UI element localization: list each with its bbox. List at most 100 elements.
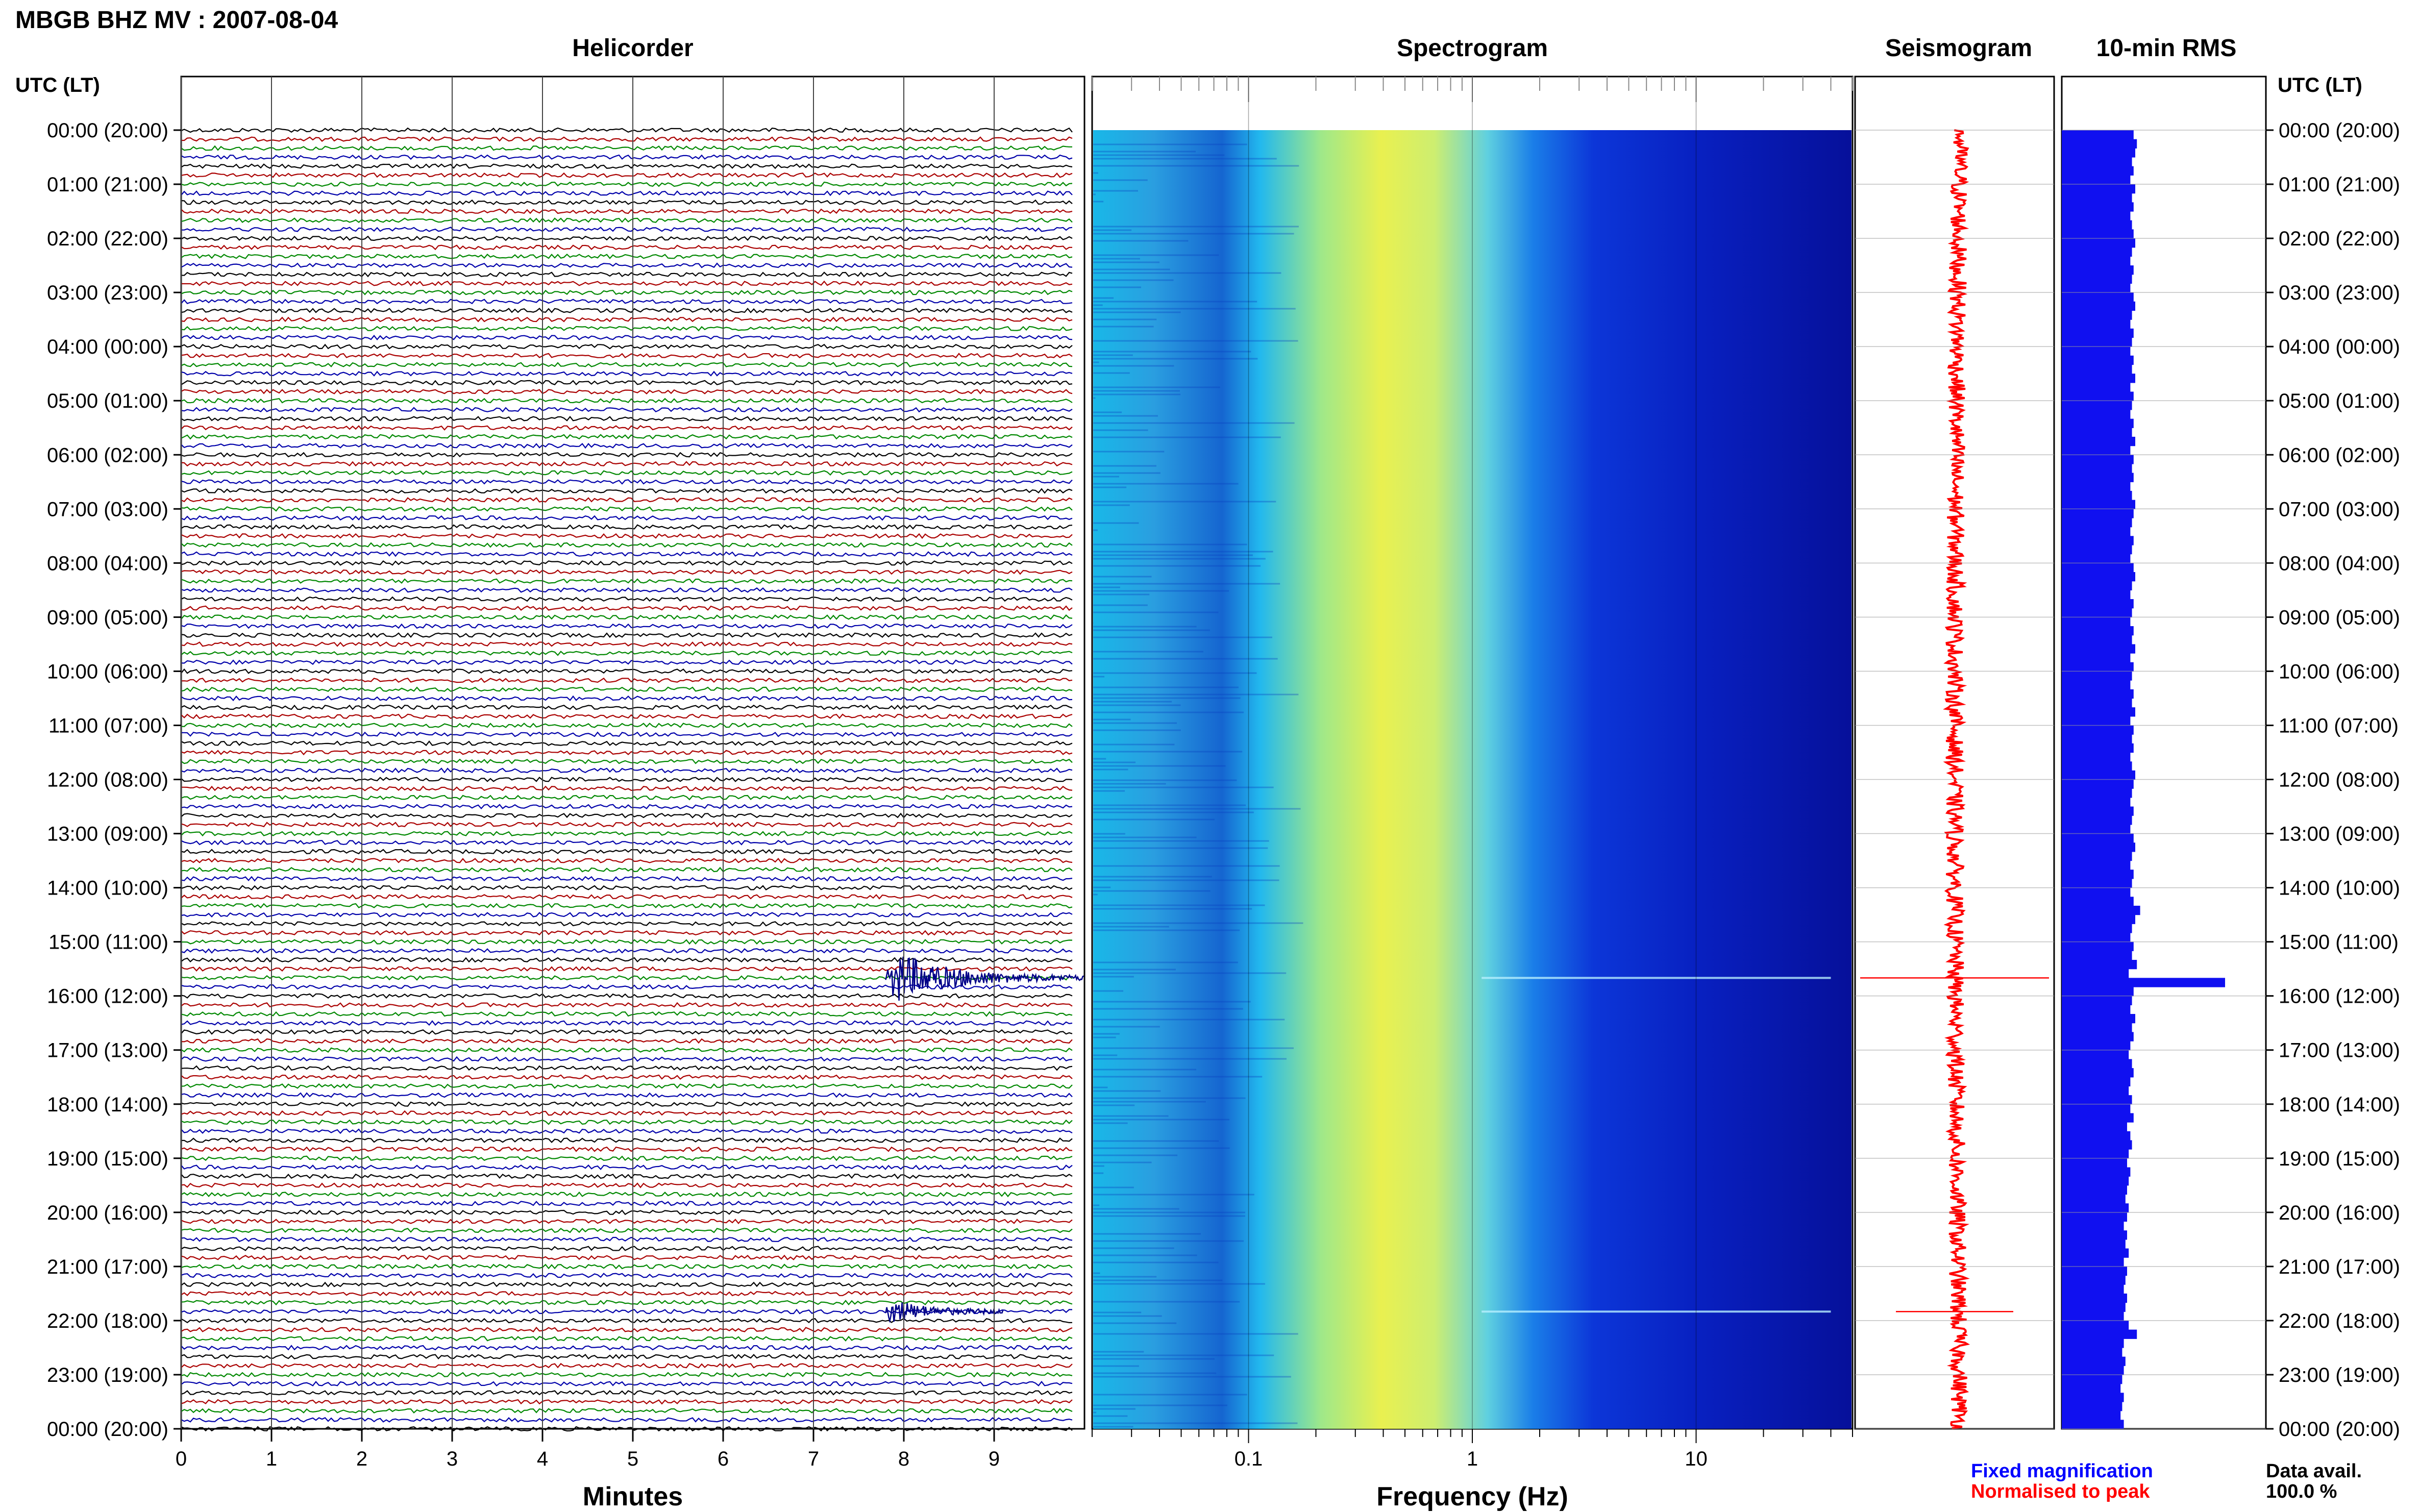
- time-tick-label-right: 15:00 (11:00): [2279, 931, 2399, 954]
- rms-bar: [2062, 626, 2134, 636]
- time-tick-label-right: 19:00 (15:00): [2279, 1148, 2400, 1170]
- rms-bar: [2062, 500, 2135, 509]
- time-tick-label-left: 16:00 (12:00): [47, 985, 168, 1008]
- minute-tick-label: 9: [989, 1448, 1000, 1470]
- time-tick-label-right: 03:00 (23:00): [2279, 282, 2400, 304]
- time-tick-label-right: 14:00 (10:00): [2279, 877, 2400, 900]
- rms-bar: [2062, 509, 2134, 518]
- time-tick-label-left: 05:00 (01:00): [47, 390, 168, 412]
- panel-title-spectrogram: Spectrogram: [1397, 35, 1548, 62]
- time-tick-label-left: 10:00 (06:00): [47, 660, 168, 683]
- minute-tick-label: 8: [898, 1448, 909, 1470]
- time-tick-label-left: 17:00 (13:00): [47, 1039, 168, 1062]
- rms-bar: [2062, 978, 2225, 987]
- time-tick-label-left: 20:00 (16:00): [47, 1202, 168, 1224]
- rms-bar: [2062, 301, 2135, 311]
- time-tick-label-right: 00:00 (20:00): [2279, 1418, 2400, 1441]
- time-tick-label-right: 17:00 (13:00): [2279, 1039, 2400, 1062]
- time-tick-label-right: 01:00 (21:00): [2279, 173, 2400, 196]
- time-axis-label-left: UTC (LT): [15, 74, 100, 96]
- minute-tick-label: 2: [356, 1448, 367, 1470]
- rms-bar: [2062, 1320, 2129, 1330]
- rms-bar: [2062, 202, 2134, 212]
- helicorder-event: [885, 956, 1084, 1001]
- rms-bar: [2062, 725, 2134, 735]
- rms-bar: [2062, 1356, 2126, 1366]
- time-tick-label-left: 14:00 (10:00): [47, 877, 168, 900]
- data-avail-label: Data avail.: [2266, 1460, 2362, 1482]
- time-tick-label-right: 16:00 (12:00): [2279, 985, 2400, 1008]
- rms-bar: [2062, 1077, 2131, 1086]
- time-tick-label-left: 12:00 (08:00): [47, 769, 168, 791]
- rms-bar: [2062, 1239, 2126, 1249]
- rms-bar: [2062, 842, 2135, 852]
- seismogram-panel: [1854, 76, 2055, 1430]
- time-tick-label-left: 21:00 (17:00): [47, 1256, 168, 1278]
- minute-tick-label: 4: [537, 1448, 548, 1470]
- rms-bar: [2062, 1402, 2122, 1411]
- rms-bar: [2062, 391, 2134, 401]
- rms-bar: [2062, 139, 2137, 148]
- rms-bar: [2062, 779, 2134, 789]
- rms-bar: [2062, 996, 2132, 1005]
- rms-bar: [2062, 1383, 2121, 1393]
- minutes-axis-label: Minutes: [583, 1482, 683, 1511]
- rms-bar: [2062, 1104, 2131, 1114]
- rms-bar: [2062, 1176, 2129, 1186]
- rms-bar: [2062, 1167, 2131, 1177]
- rms-bar: [2062, 563, 2134, 573]
- rms-bar: [2062, 283, 2131, 293]
- rms-bar: [2062, 274, 2132, 284]
- rms-bar: [2062, 743, 2134, 753]
- rms-bar: [2062, 1149, 2129, 1159]
- rms-bar: [2062, 933, 2131, 943]
- rms-bar: [2062, 1347, 2122, 1357]
- rms-bar: [2062, 247, 2132, 257]
- rms-bar: [2062, 482, 2131, 491]
- rms-bar: [2062, 1366, 2124, 1375]
- rms-bar: [2062, 761, 2132, 771]
- rms-bar: [2062, 1158, 2127, 1168]
- minute-tick-label: 1: [266, 1448, 277, 1470]
- rms-bar: [2062, 1275, 2126, 1285]
- rms-bar: [2062, 815, 2132, 825]
- page-title: MBGB BHZ MV : 2007-08-04: [15, 7, 338, 34]
- rms-bar: [2062, 1005, 2131, 1014]
- rms-bar: [2062, 1339, 2124, 1348]
- rms-bar: [2062, 878, 2132, 888]
- time-tick-label-left: 13:00 (09:00): [47, 823, 168, 846]
- time-tick-label-right: 20:00 (16:00): [2279, 1202, 2400, 1224]
- x-axis-ticks: 0 1 2 3 4 5 6 7 8 9 0.1 1 10: [176, 1429, 1708, 1470]
- rms-bar: [2062, 833, 2134, 843]
- rms-bar: [2062, 175, 2131, 185]
- time-tick-label-left: 02:00 (22:00): [47, 228, 168, 250]
- time-tick-label-right: 04:00 (00:00): [2279, 336, 2400, 358]
- rms-bar: [2062, 635, 2132, 645]
- frequency-tick-label: 10: [1685, 1448, 1708, 1470]
- rms-bar: [2062, 518, 2132, 528]
- rms-bar: [2062, 355, 2134, 365]
- rms-bar: [2062, 707, 2135, 717]
- rms-bar: [2062, 1230, 2127, 1240]
- rms-bar: [2062, 1420, 2124, 1429]
- rms-bar: [2062, 310, 2132, 320]
- rms-bar: [2062, 951, 2132, 960]
- rms-bar: [2062, 1284, 2124, 1294]
- panel-title-seismogram: Seismogram: [1885, 35, 2032, 62]
- time-tick-label-right: 08:00 (04:00): [2279, 552, 2400, 575]
- rms-bar: [2062, 960, 2137, 970]
- frequency-tick-label: 1: [1467, 1448, 1478, 1470]
- time-tick-label-right: 02:00 (22:00): [2279, 228, 2400, 250]
- rms-bar: [2062, 1023, 2132, 1032]
- rms-bar: [2062, 1032, 2134, 1042]
- rms-bar: [2062, 671, 2132, 681]
- time-tick-label-left: 04:00 (00:00): [47, 336, 168, 358]
- rms-bar: [2062, 887, 2131, 897]
- minute-tick-label: 6: [718, 1448, 729, 1470]
- rms-bar: [2062, 897, 2134, 906]
- helicorder-traces: [180, 154, 1073, 1423]
- spectrogram-texture: [1093, 143, 1303, 1428]
- time-tick-label-left: 18:00 (14:00): [47, 1094, 168, 1116]
- rms-bar: [2062, 490, 2132, 501]
